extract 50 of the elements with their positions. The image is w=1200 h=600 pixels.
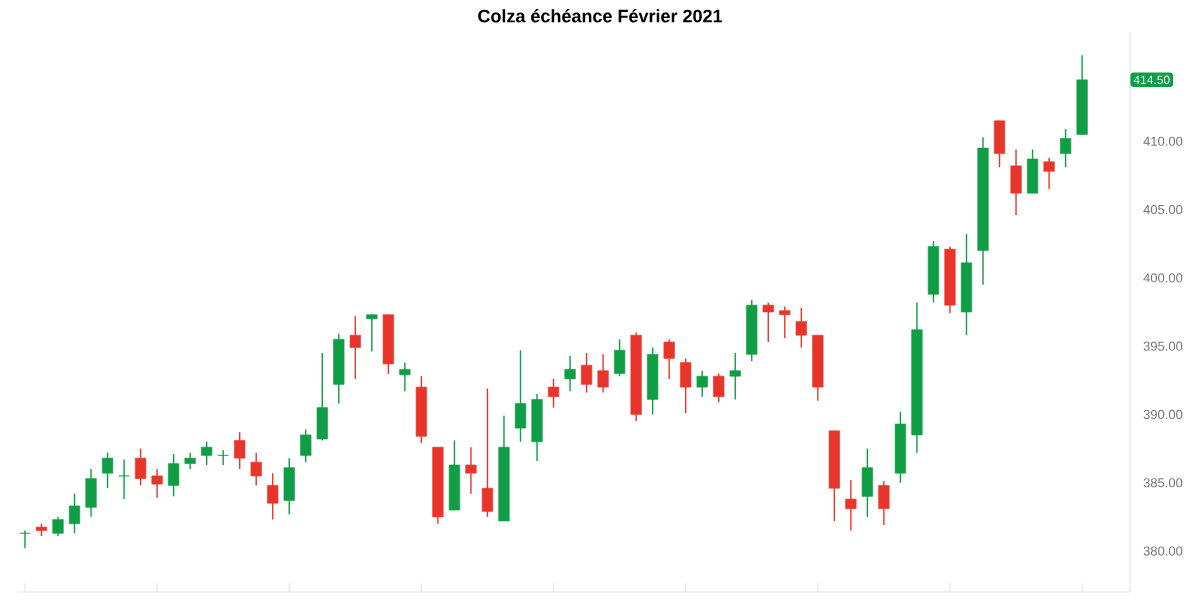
candlestick xyxy=(762,301,774,343)
candlestick xyxy=(564,355,576,392)
candlestick xyxy=(1026,148,1039,194)
candlestick xyxy=(647,346,659,416)
candlestick xyxy=(1060,128,1072,168)
candlestick xyxy=(135,447,147,487)
candlestick xyxy=(680,357,692,414)
candlestick xyxy=(101,451,114,489)
candlestick xyxy=(927,240,940,304)
candlestick xyxy=(614,338,626,377)
candlestick xyxy=(1043,156,1055,190)
candlestick xyxy=(448,439,461,511)
candlestick xyxy=(283,457,295,515)
candlestick xyxy=(993,120,1006,168)
candlestick xyxy=(531,393,543,462)
candlestick xyxy=(779,305,791,339)
candlestick xyxy=(118,458,130,500)
candlestick xyxy=(696,370,708,398)
candlestick xyxy=(580,352,593,394)
candlestick xyxy=(663,338,675,380)
candlestick xyxy=(597,353,609,394)
candlestick xyxy=(217,449,229,466)
candlestick xyxy=(349,315,361,380)
candlestick xyxy=(845,479,857,532)
candlestick xyxy=(19,529,31,549)
candlestick xyxy=(267,472,279,521)
candlestick xyxy=(151,468,163,499)
candlestick xyxy=(234,431,246,470)
candlestick xyxy=(729,352,741,401)
candlestick xyxy=(514,349,527,443)
candlestick xyxy=(52,516,64,537)
candlestick xyxy=(366,314,378,353)
candlestick xyxy=(168,453,180,498)
candlestick xyxy=(481,387,494,518)
candlestick xyxy=(465,446,477,495)
candlestick xyxy=(547,378,560,409)
candlestick xyxy=(68,492,81,534)
candlestick xyxy=(85,468,97,518)
candlestick xyxy=(201,441,213,466)
candlestick xyxy=(399,361,411,392)
candlestick xyxy=(1010,148,1022,216)
candlestick xyxy=(795,307,807,349)
chart-title: Colza échéance Février 2021 xyxy=(478,9,723,23)
candlestick xyxy=(878,480,890,526)
candlestick xyxy=(300,428,312,463)
candlestick xyxy=(316,352,328,442)
candlestick xyxy=(250,451,262,487)
candlestick xyxy=(861,447,873,518)
candlestick xyxy=(333,333,345,405)
candlestick xyxy=(713,372,725,403)
